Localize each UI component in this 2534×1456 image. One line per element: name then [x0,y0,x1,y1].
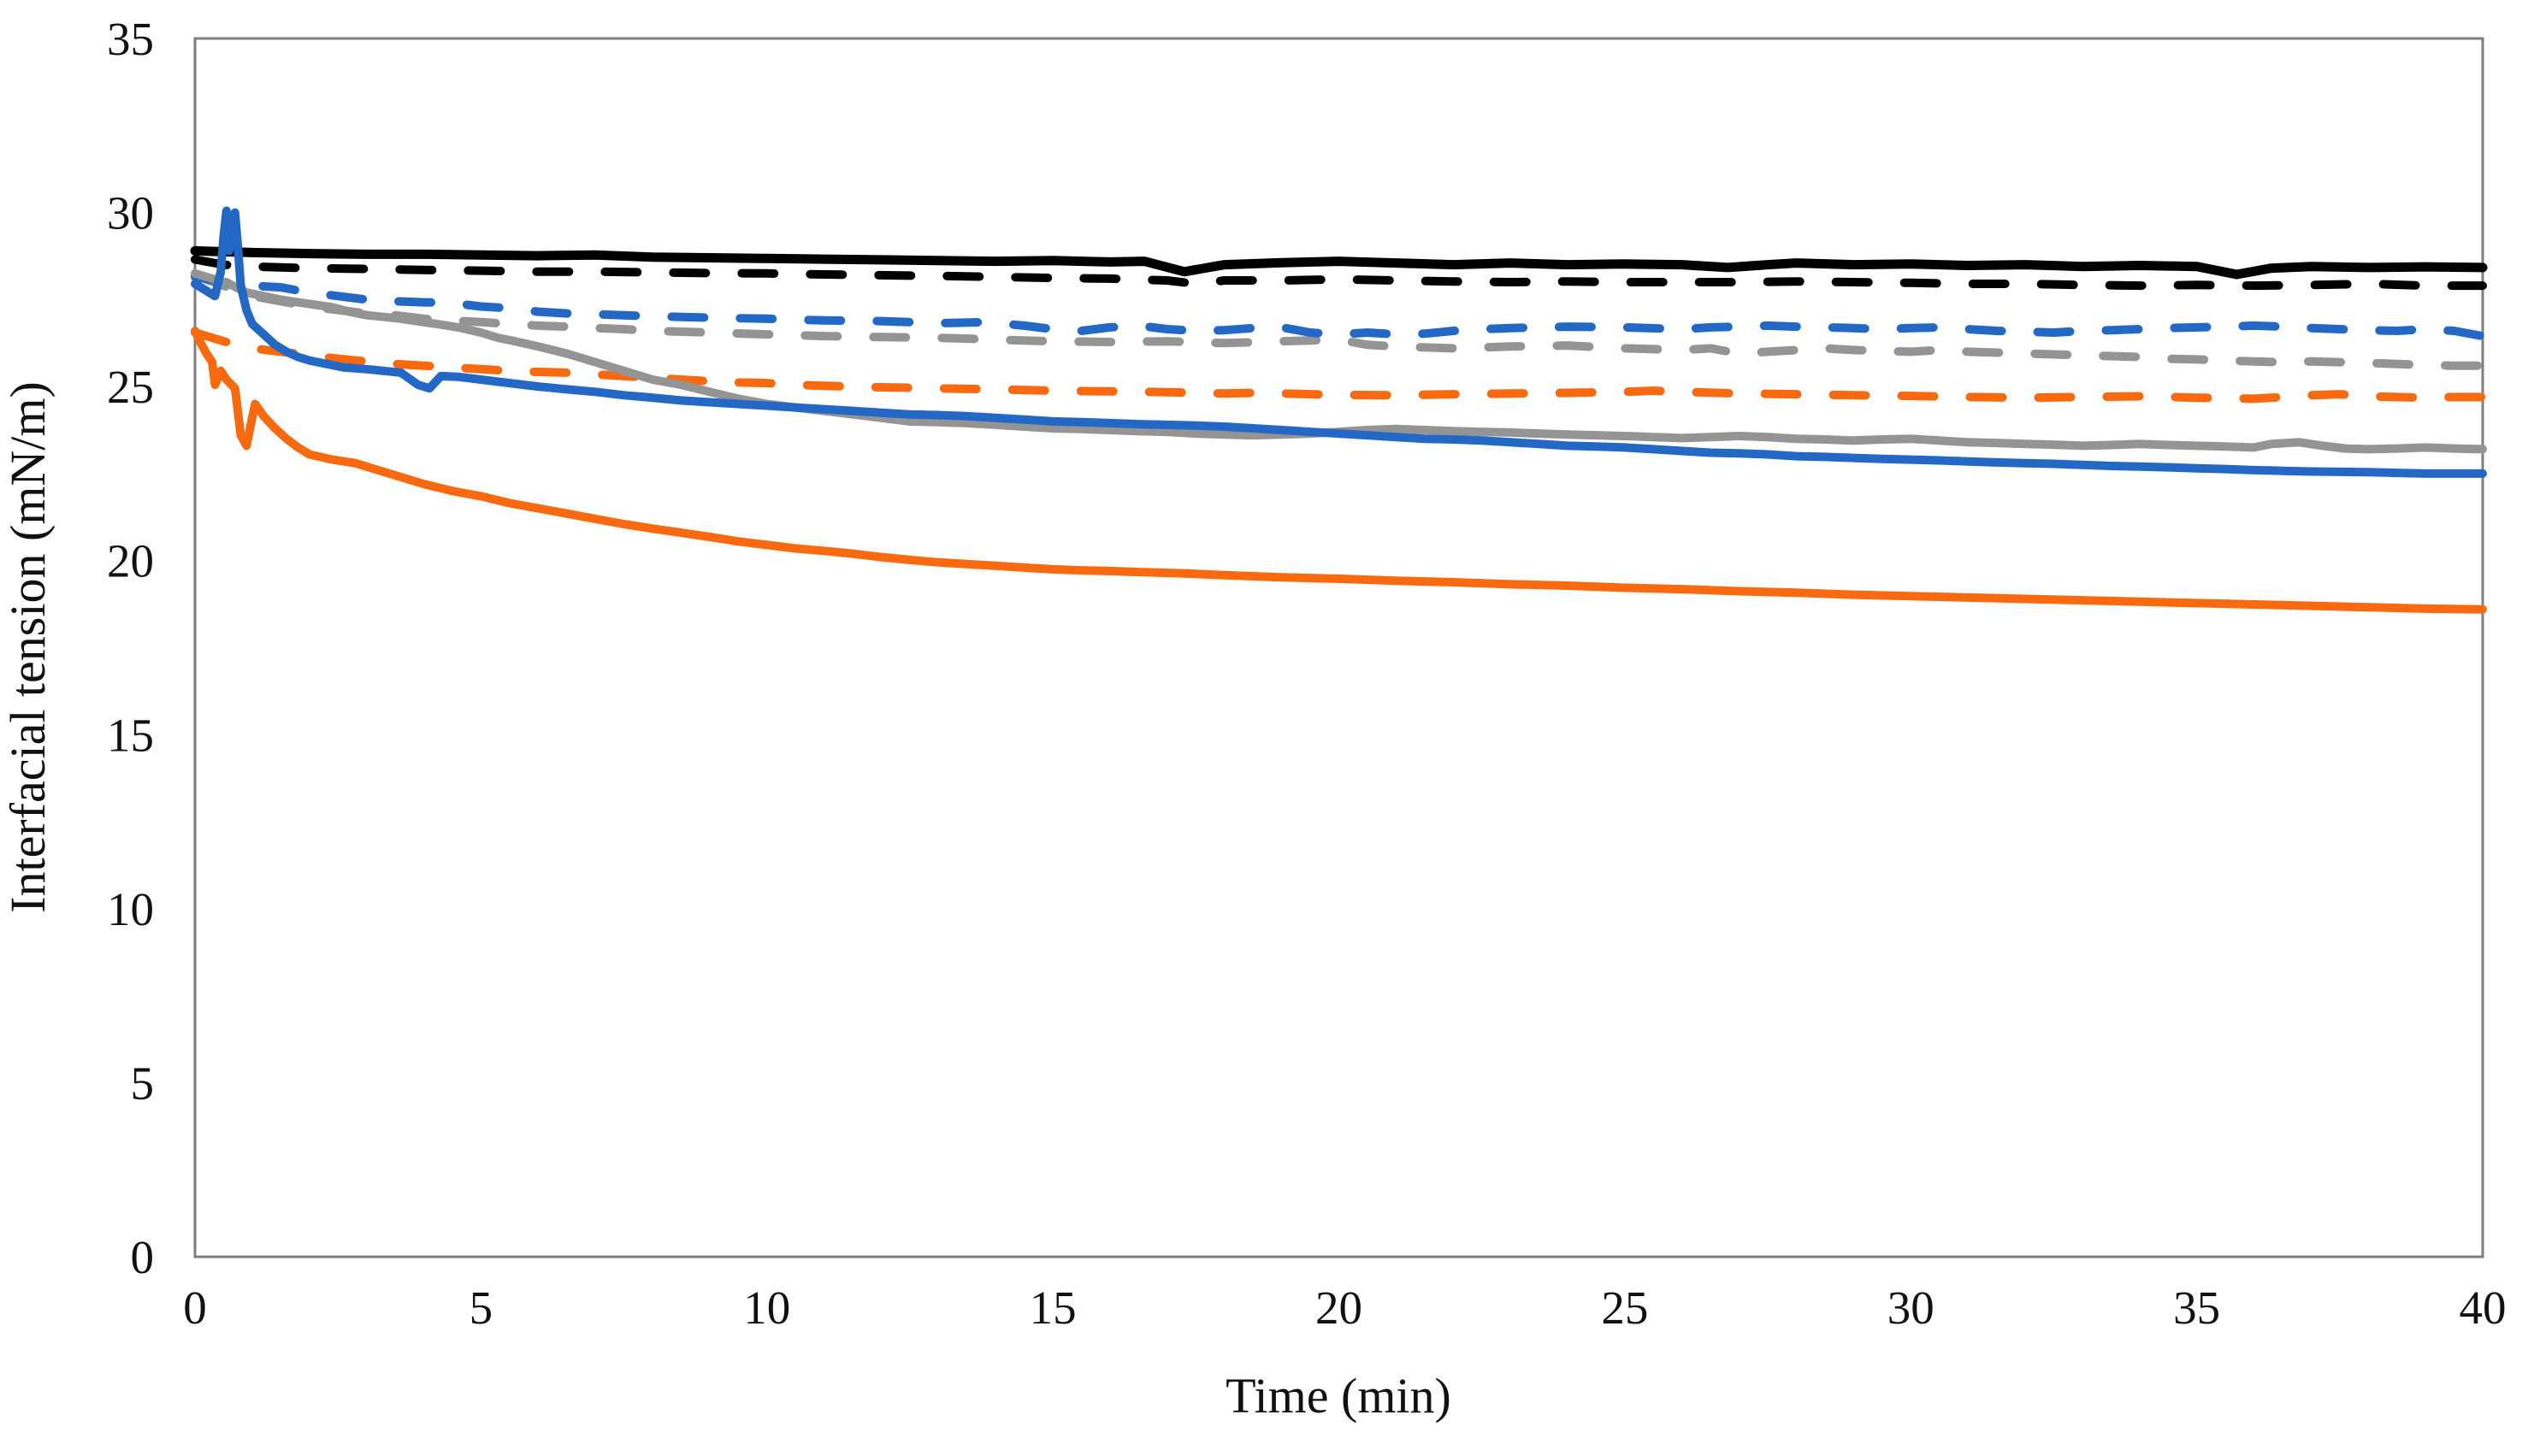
plot-border [193,37,2484,1259]
series-blue-solid [191,206,2487,478]
y-tick-label-0: 0 [131,1231,155,1283]
x-tick-label-35: 35 [2173,1282,2220,1334]
x-axis-title: Time (min) [1226,1368,1451,1424]
y-tick-label-10: 10 [107,883,154,935]
x-tick-label-40: 40 [2460,1282,2507,1334]
series-black-solid [190,245,2488,280]
y-tick-label-35: 35 [107,13,154,65]
series-gray-dashed [191,270,2487,370]
series-orange-dashed [191,328,2487,404]
x-tick-label-15: 15 [1030,1282,1077,1334]
series-orange-solid [191,327,2487,614]
y-tick-label-30: 30 [107,187,154,239]
y-tick-label-5: 5 [131,1057,155,1109]
series-blue-dashed [191,272,2487,341]
y-axis-title: Interfacial tension (mN/m) [0,381,56,913]
x-tick-label-20: 20 [1315,1282,1362,1334]
y-tick-label-15: 15 [107,709,154,761]
x-tick-label-0: 0 [183,1282,207,1334]
x-tick-label-10: 10 [743,1282,790,1334]
series-black-dashed [191,255,2487,291]
x-tick-label-30: 30 [1887,1282,1934,1334]
y-tick-label-20: 20 [107,535,154,587]
x-tick-label-5: 5 [470,1282,493,1334]
series-gray-solid [191,268,2487,454]
x-tick-label-25: 25 [1601,1282,1648,1334]
y-tick-label-25: 25 [107,361,154,413]
